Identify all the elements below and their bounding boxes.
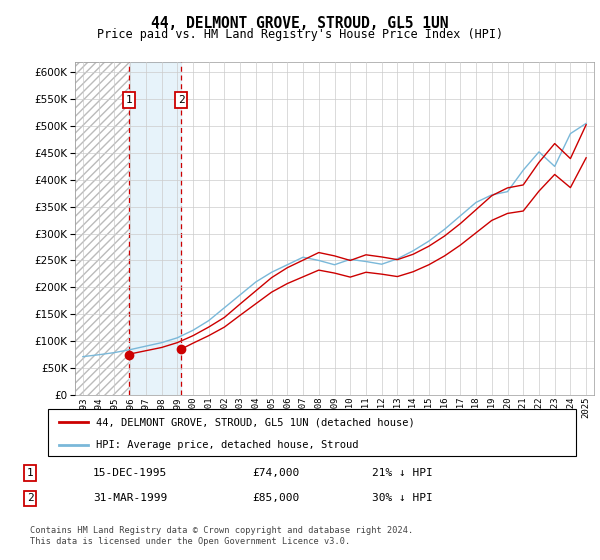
Text: 15-DEC-1995: 15-DEC-1995 (93, 468, 167, 478)
Text: £85,000: £85,000 (252, 493, 299, 503)
Text: HPI: Average price, detached house, Stroud: HPI: Average price, detached house, Stro… (95, 440, 358, 450)
Text: Price paid vs. HM Land Registry's House Price Index (HPI): Price paid vs. HM Land Registry's House … (97, 28, 503, 41)
Text: 21% ↓ HPI: 21% ↓ HPI (372, 468, 433, 478)
Bar (129, 62, 181, 395)
Text: 2: 2 (178, 95, 185, 105)
Text: 30% ↓ HPI: 30% ↓ HPI (372, 493, 433, 503)
Text: 2: 2 (26, 493, 34, 503)
Text: Contains HM Land Registry data © Crown copyright and database right 2024.
This d: Contains HM Land Registry data © Crown c… (30, 526, 413, 546)
FancyBboxPatch shape (48, 409, 576, 456)
Text: 31-MAR-1999: 31-MAR-1999 (93, 493, 167, 503)
Text: 1: 1 (26, 468, 34, 478)
Text: 1: 1 (125, 95, 132, 105)
Text: 44, DELMONT GROVE, STROUD, GL5 1UN: 44, DELMONT GROVE, STROUD, GL5 1UN (151, 16, 449, 31)
Bar (75, 62, 129, 395)
Text: 44, DELMONT GROVE, STROUD, GL5 1UN (detached house): 44, DELMONT GROVE, STROUD, GL5 1UN (deta… (95, 417, 414, 427)
Text: £74,000: £74,000 (252, 468, 299, 478)
